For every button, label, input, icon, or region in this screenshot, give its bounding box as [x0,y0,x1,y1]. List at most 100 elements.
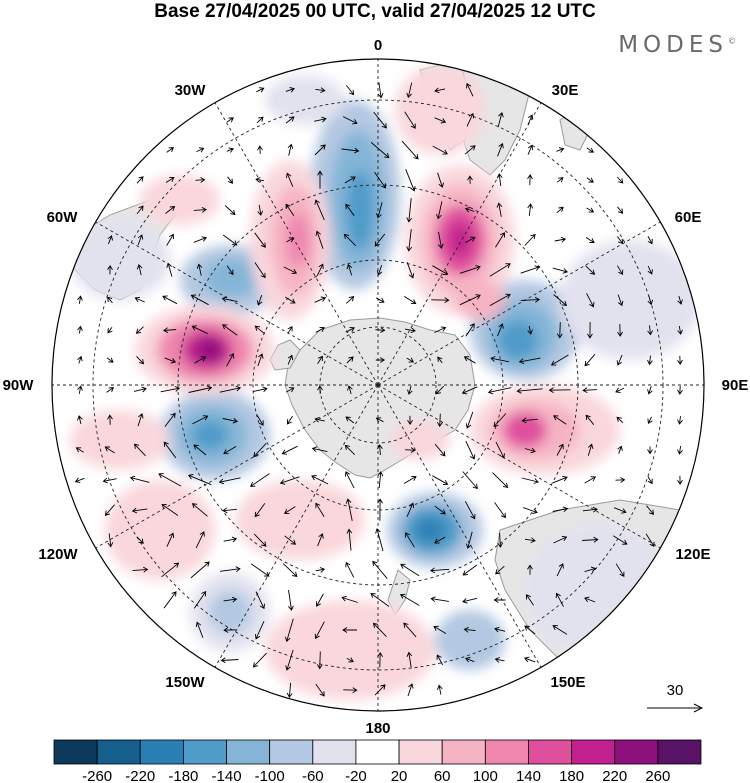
wind-arrow [191,325,208,335]
wind-arrow [283,266,298,275]
wind-arrow [195,177,206,183]
colorbar-tick-label: 100 [473,768,498,783]
colorbar-tick-label: -100 [255,768,285,783]
lon-label-30w: 30W [175,82,207,99]
wind-arrow [345,203,355,216]
wind-arrow [403,622,417,638]
wind-arrow [344,471,355,489]
wind-arrow [190,561,210,579]
wind-arrow [646,505,655,515]
wind-arrow [497,323,504,337]
wind-arrow [375,417,384,423]
wind-arrow [553,535,568,544]
colorbar-tick-label: 140 [516,768,541,783]
meridian-line [95,221,379,386]
wind-arrow [220,657,239,664]
wind-arrow [106,357,114,363]
colorbar-swatch [484,739,529,765]
wind-arrow [346,356,354,364]
wind-arrow [465,411,474,429]
wind-arrow [437,356,443,364]
wind-arrow [223,446,237,455]
wind-arrow [434,117,447,124]
wind-arrow [317,355,323,364]
wind-arrow [257,145,263,154]
wind-arrow [405,447,416,453]
wind-arrow [317,533,324,547]
wind-arrow [497,142,504,157]
wind-arrow [226,265,234,276]
wind-arrow [615,477,626,483]
wind-arrow [582,536,599,543]
wind-arrow [284,535,297,545]
wind-arrow [677,475,683,486]
wind-arrow [166,233,174,246]
wind-arrow [163,591,177,609]
wind-arrow [463,626,476,633]
wind-arrow [345,326,355,333]
wind-arrow [162,295,178,305]
colorbar-tick-label: 20 [391,768,408,783]
wind-arrow [377,471,384,489]
wind-arrow [317,385,323,394]
wind-arrow [314,144,326,156]
wind-arrow [377,82,384,99]
wind-arrow [464,145,476,155]
wind-arrow [461,386,478,395]
wind-arrow [497,532,504,548]
wind-arrow [107,296,113,304]
wind-arrow [404,111,416,129]
wind-arrow [613,507,627,514]
wind-arrow [520,265,541,274]
wind-arrow [527,144,534,155]
wind-arrow [254,325,265,335]
wind-arrow [373,111,387,129]
wind-arrow [555,592,564,607]
wind-arrow [492,472,509,488]
wind-arrow [75,447,84,453]
wind-arrow [255,177,264,183]
wind-arrow [584,566,597,573]
wind-arrow [192,415,209,425]
wind-vectors [74,82,683,699]
wind-arrow [193,236,208,243]
wind-arrow [137,234,144,246]
wind-arrow [163,441,177,459]
wind-arrow [77,355,83,364]
wind-arrow [556,206,564,214]
wind-arrow [288,589,294,611]
wind-arrow [253,533,267,547]
wind-arrow [256,116,264,124]
wind-arrow [314,199,325,221]
wind-arrow [257,204,264,216]
wind-arrow [222,324,238,336]
wind-arrow [220,566,241,573]
wind-arrow [647,295,654,306]
wind-arrow [133,386,147,393]
colorbar-tick-label: 180 [559,768,584,783]
wind-arrow [375,297,385,303]
wind-arrow [343,687,358,693]
wind-arrow [647,416,653,424]
wind-arrow [311,446,328,453]
wind-arrow [255,591,265,610]
wind-arrow [587,322,593,339]
wind-arrow [525,594,534,606]
wind-arrow [285,116,295,124]
wind-arrow [677,385,683,395]
wind-arrow [464,207,475,213]
wind-arrow [493,413,507,428]
wind-arrow [370,593,390,607]
wind-arrow [556,177,564,183]
wind-arrow [587,443,594,456]
wind-arrow [344,176,356,184]
wind-arrow [436,684,443,695]
wind-arrow [377,651,383,668]
wind-arrow [284,618,294,643]
wind-arrow [617,445,623,454]
lon-label-60w: 60W [47,209,79,226]
colorbar-tick-label: -140 [212,768,242,783]
wind-arrow [107,414,113,425]
wind-arrow [404,327,416,334]
wind-arrow [465,440,476,460]
